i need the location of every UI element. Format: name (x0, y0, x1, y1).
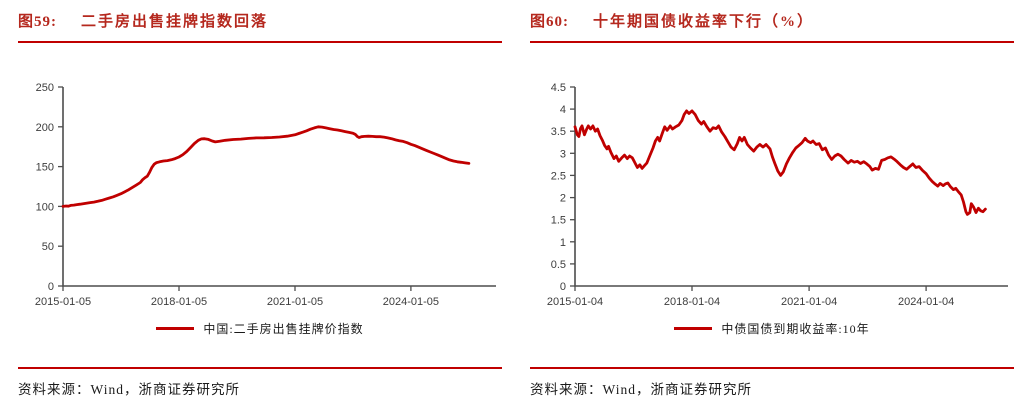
figure-number: 图59: (18, 14, 57, 30)
svg-text:250: 250 (36, 82, 54, 94)
line-chart: 0 0.5 1 1.5 2 2.5 3 3.5 4 4.5 2015-01-04 2018-01-04… (547, 82, 1008, 308)
svg-text:1.5: 1.5 (551, 215, 566, 227)
source-note: 资料来源：Wind，浙商证券研究所 (18, 367, 502, 398)
svg-text:2021-01-04: 2021-01-04 (781, 296, 837, 308)
figure-header: 图60: 十年期国债收益率下行（%） (530, 10, 1014, 43)
svg-text:4: 4 (560, 104, 566, 116)
figure-title: 十年期国债收益率下行（%） (593, 14, 815, 30)
svg-text:2: 2 (560, 193, 566, 205)
chart-area: 0 50 100 150 200 250 2015-01-05 2018-01-05 2021-… (18, 77, 502, 336)
svg-text:2015-01-05: 2015-01-05 (35, 296, 91, 308)
svg-text:100: 100 (36, 201, 54, 213)
chart-legend: 中国:二手房出售挂牌价指数 (18, 321, 502, 336)
figure-header: 图59: 二手房出售挂牌指数回落 (18, 10, 502, 43)
figure-title: 二手房出售挂牌指数回落 (81, 14, 269, 30)
svg-text:200: 200 (36, 122, 54, 134)
legend-label: 中国:二手房出售挂牌价指数 (203, 322, 364, 336)
legend-label: 中债国债到期收益率:10年 (721, 322, 870, 336)
svg-text:2018-01-04: 2018-01-04 (664, 296, 720, 308)
figure-number: 图60: (530, 14, 569, 30)
chart-legend: 中债国债到期收益率:10年 (530, 321, 1014, 336)
svg-text:1: 1 (560, 237, 566, 249)
source-text: 资料来源：Wind，浙商证券研究所 (18, 382, 240, 397)
svg-text:2015-01-04: 2015-01-04 (547, 296, 603, 308)
svg-text:2018-01-05: 2018-01-05 (151, 296, 207, 308)
svg-text:150: 150 (36, 162, 54, 174)
svg-text:3.5: 3.5 (551, 126, 566, 138)
svg-text:50: 50 (42, 241, 54, 253)
svg-text:0.5: 0.5 (551, 259, 566, 271)
svg-text:3: 3 (560, 148, 566, 160)
svg-text:4.5: 4.5 (551, 82, 566, 94)
svg-text:2024-01-05: 2024-01-05 (383, 296, 439, 308)
figure-panel-59: 图59: 二手房出售挂牌指数回落 0 50 100 150 200 250 2015-01-… (18, 10, 502, 398)
source-text: 资料来源：Wind，浙商证券研究所 (530, 382, 752, 397)
svg-text:2.5: 2.5 (551, 170, 566, 182)
svg-text:0: 0 (48, 281, 54, 293)
legend-line-icon (674, 327, 713, 330)
line-chart: 0 50 100 150 200 250 2015-01-05 2018-01-05 2021-… (35, 82, 496, 308)
source-note: 资料来源：Wind，浙商证券研究所 (530, 367, 1014, 398)
svg-text:0: 0 (560, 281, 566, 293)
svg-text:2024-01-04: 2024-01-04 (898, 296, 954, 308)
figure-panel-60: 图60: 十年期国债收益率下行（%） 0 0.5 1 1.5 2 2.5 3 3.5 4 4.5 2… (530, 10, 1014, 398)
svg-text:2021-01-05: 2021-01-05 (267, 296, 323, 308)
chart-area: 0 0.5 1 1.5 2 2.5 3 3.5 4 4.5 2015-01-04 2018-01-04… (530, 77, 1014, 336)
legend-line-icon (156, 327, 195, 330)
